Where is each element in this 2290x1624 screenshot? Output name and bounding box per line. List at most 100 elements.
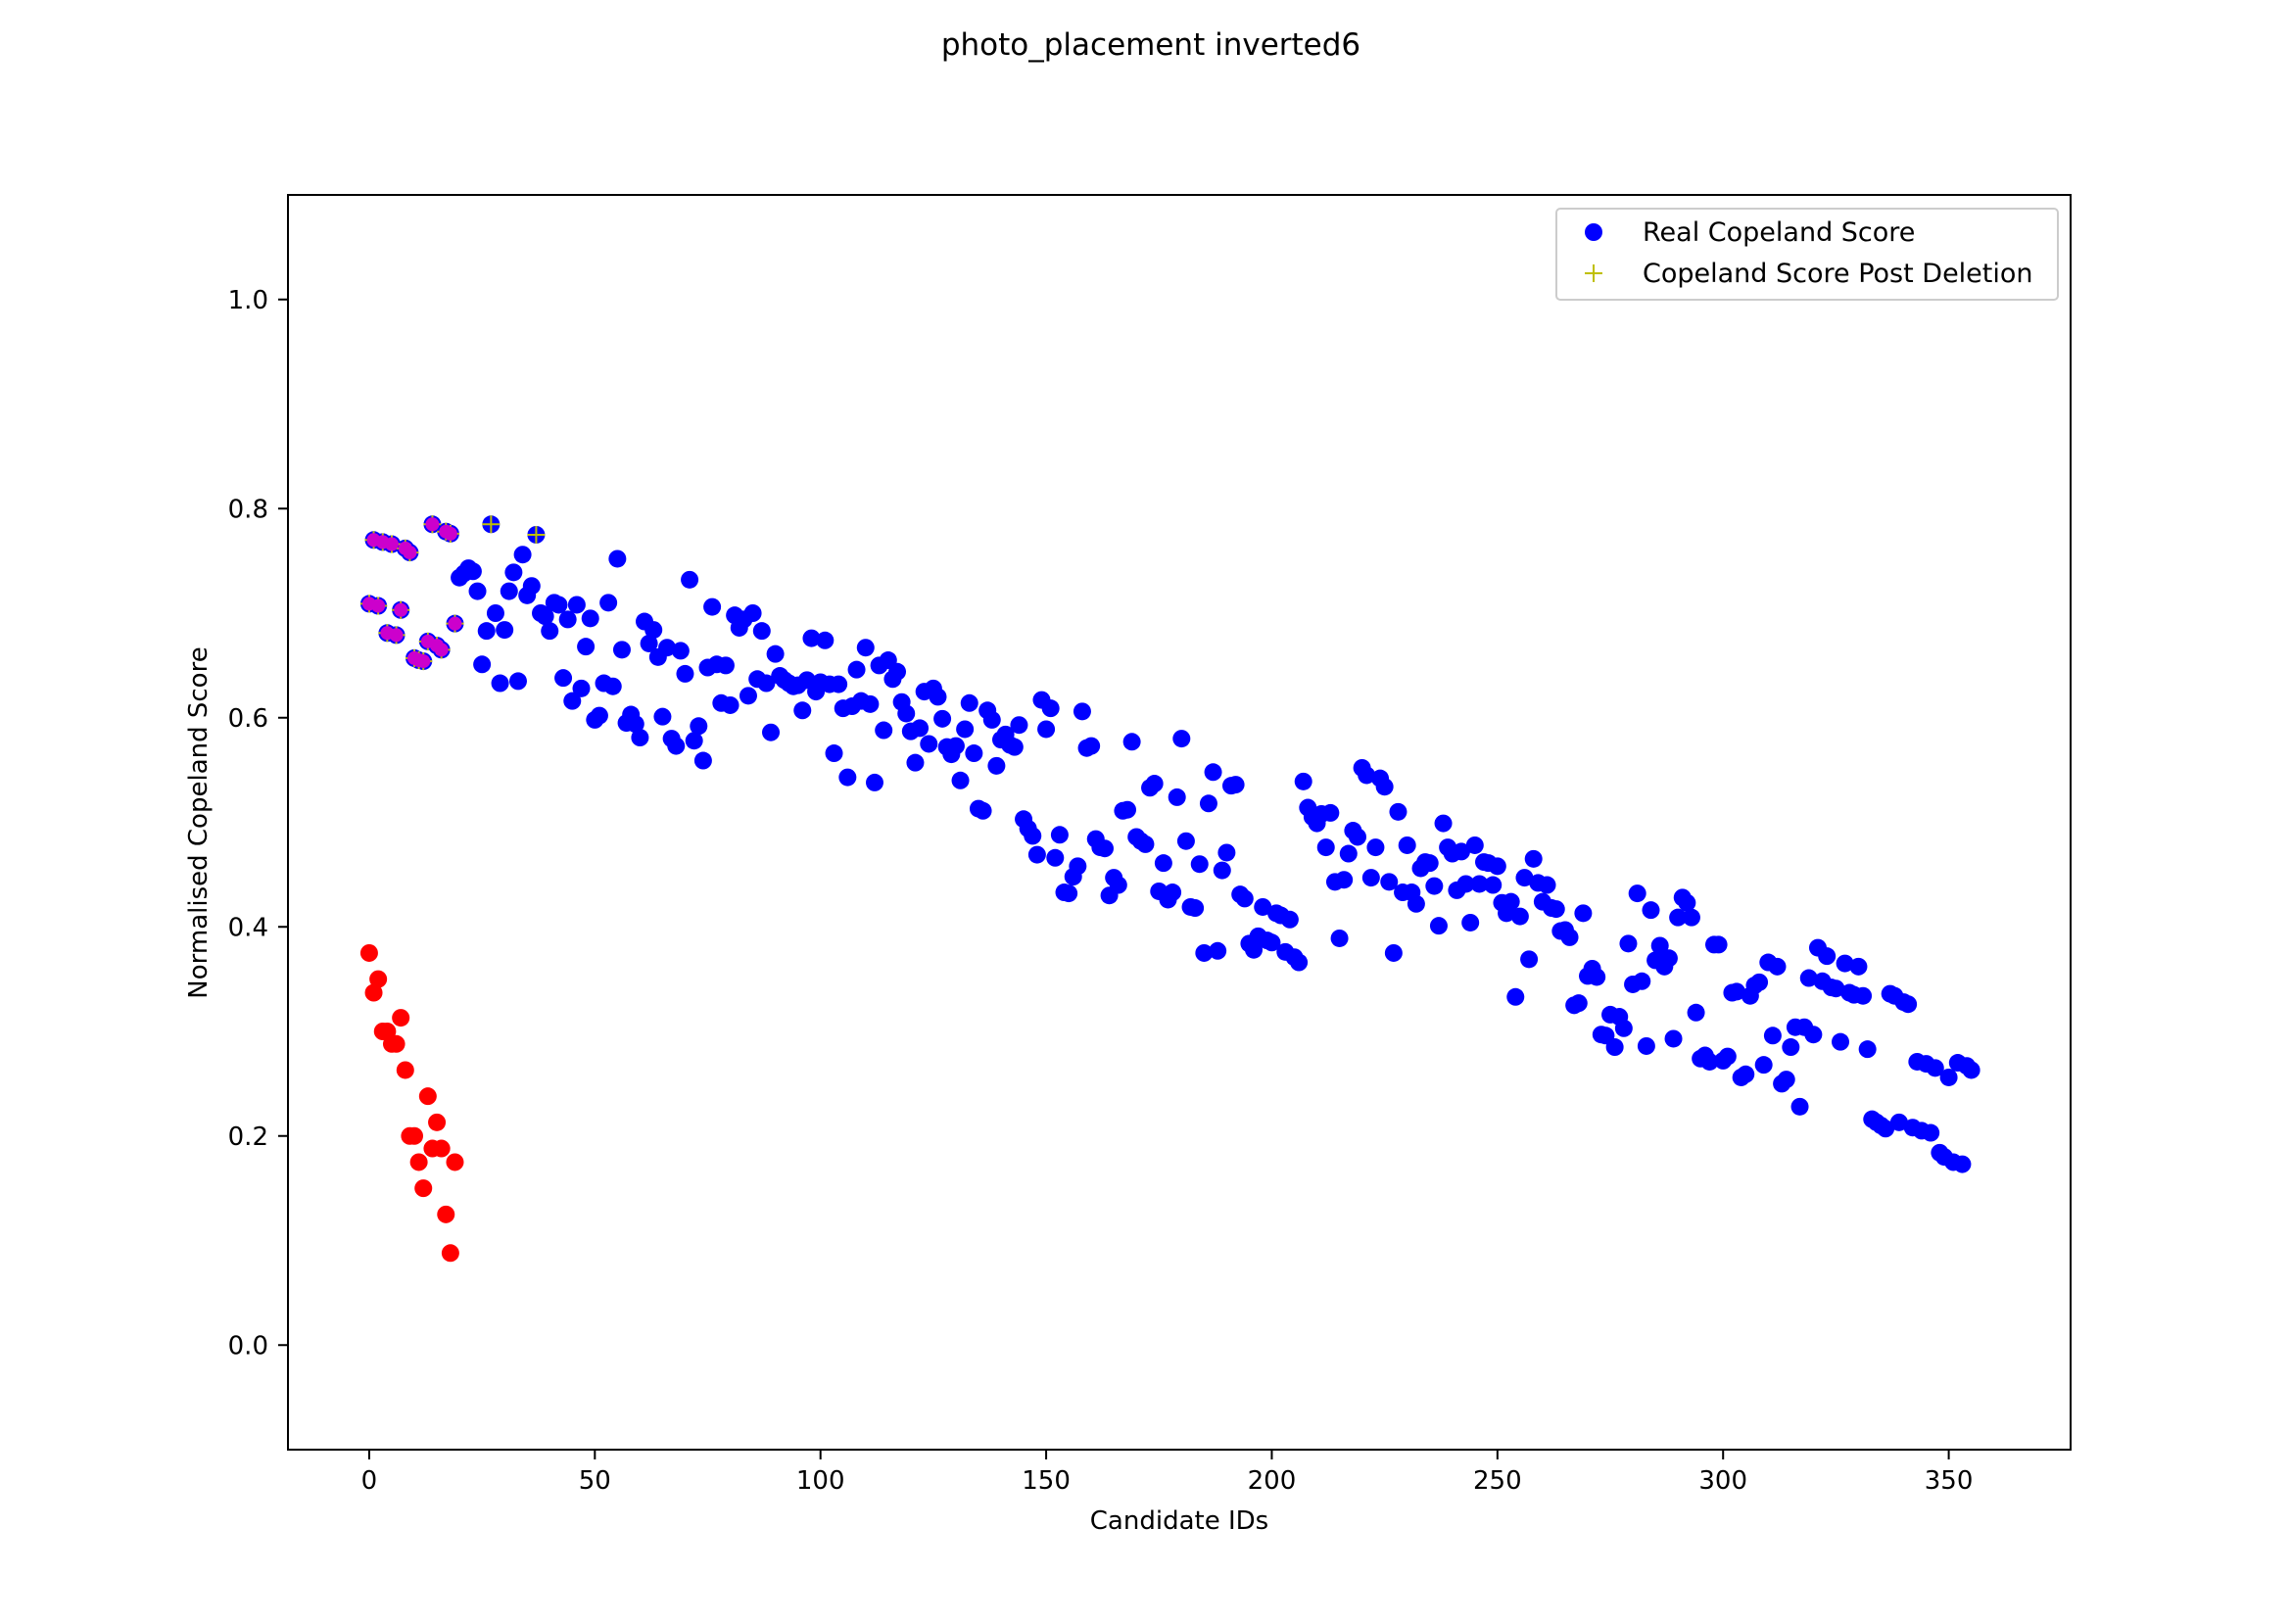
legend: Real Copeland Score Copeland Score Post … bbox=[1555, 208, 2059, 301]
y-tick-label: 1.0 bbox=[228, 286, 268, 315]
data-point bbox=[1827, 979, 1845, 998]
data-point bbox=[409, 1153, 428, 1171]
y-tick-label: 0.6 bbox=[228, 704, 268, 734]
x-tick-label: 300 bbox=[1698, 1466, 1747, 1496]
data-point bbox=[1384, 943, 1403, 962]
y-axis-label: Normalised Copeland Score bbox=[184, 646, 214, 998]
data-point bbox=[1041, 699, 1060, 718]
data-point bbox=[1506, 987, 1525, 1006]
data-point bbox=[888, 662, 907, 681]
data-point bbox=[1633, 972, 1651, 990]
data-point bbox=[739, 687, 757, 705]
data-point bbox=[956, 720, 975, 739]
data-point bbox=[1380, 873, 1399, 891]
data-point bbox=[1050, 826, 1069, 844]
y-tick-label: 0.0 bbox=[228, 1331, 268, 1361]
data-point bbox=[392, 1009, 410, 1027]
x-axis-label: Candidate IDs bbox=[1090, 1506, 1268, 1536]
data-point bbox=[676, 664, 694, 683]
data-point bbox=[1836, 954, 1854, 973]
x-tick-label: 200 bbox=[1248, 1466, 1297, 1496]
data-point bbox=[522, 577, 541, 596]
data-point bbox=[504, 563, 523, 582]
data-point bbox=[1294, 772, 1312, 790]
data-point bbox=[667, 737, 686, 755]
x-axis-ticks: 0 50 100 150 200 250 300 350 bbox=[361, 1450, 1974, 1496]
data-point bbox=[838, 768, 857, 787]
data-point bbox=[491, 674, 509, 693]
y-tick-label: 0.8 bbox=[228, 495, 268, 524]
data-point bbox=[1737, 1065, 1755, 1083]
data-point bbox=[743, 604, 762, 622]
data-point bbox=[1330, 929, 1349, 947]
data-point bbox=[1209, 941, 1227, 960]
data-point bbox=[1195, 943, 1214, 962]
data-point bbox=[1168, 788, 1186, 806]
data-point bbox=[1659, 949, 1678, 968]
data-point bbox=[1069, 857, 1087, 876]
data-point-plus bbox=[482, 515, 501, 534]
data-point bbox=[1939, 1068, 1958, 1086]
data-point bbox=[1119, 800, 1137, 819]
data-point bbox=[1425, 877, 1444, 895]
data-point bbox=[463, 562, 482, 581]
data-point bbox=[549, 596, 568, 614]
data-point bbox=[1650, 936, 1669, 955]
x-tick-label: 350 bbox=[1925, 1466, 1974, 1496]
data-point bbox=[1358, 766, 1376, 785]
data-point bbox=[1290, 953, 1309, 972]
series-1 bbox=[359, 943, 464, 1263]
data-point bbox=[1682, 908, 1700, 927]
data-point bbox=[414, 1179, 433, 1198]
data-point bbox=[1145, 775, 1164, 793]
data-point bbox=[359, 943, 378, 962]
data-point bbox=[933, 709, 952, 728]
data-point bbox=[572, 679, 591, 697]
data-point bbox=[1832, 1032, 1850, 1051]
x-tick-label: 250 bbox=[1473, 1466, 1522, 1496]
data-point bbox=[486, 604, 504, 622]
data-point bbox=[974, 801, 992, 820]
data-point bbox=[1849, 957, 1868, 976]
data-point bbox=[1777, 1071, 1795, 1089]
data-point bbox=[513, 546, 532, 564]
data-point bbox=[1010, 716, 1028, 735]
data-point bbox=[541, 622, 559, 641]
data-point bbox=[1082, 737, 1101, 755]
data-point bbox=[1452, 842, 1470, 861]
data-point bbox=[1204, 763, 1222, 782]
data-point bbox=[1263, 933, 1281, 952]
data-point bbox=[1854, 986, 1873, 1005]
data-point bbox=[1398, 836, 1416, 854]
data-point bbox=[581, 609, 599, 628]
data-point bbox=[1768, 957, 1787, 976]
data-point bbox=[1637, 1036, 1655, 1055]
data-point bbox=[793, 701, 812, 720]
data-point bbox=[558, 610, 577, 629]
data-point bbox=[1235, 889, 1254, 908]
data-point bbox=[1316, 838, 1335, 857]
data-point bbox=[1456, 875, 1475, 893]
data-point bbox=[1687, 1003, 1705, 1022]
data-point bbox=[825, 744, 843, 763]
data-point bbox=[567, 596, 586, 614]
data-point bbox=[1502, 892, 1520, 911]
data-point bbox=[1588, 968, 1606, 986]
data-point bbox=[1254, 897, 1272, 916]
data-point bbox=[1375, 778, 1394, 796]
data-point bbox=[1470, 875, 1489, 893]
data-point bbox=[577, 638, 596, 656]
data-point bbox=[473, 655, 492, 674]
data-point bbox=[1700, 1052, 1719, 1071]
data-point bbox=[757, 674, 776, 693]
data-point bbox=[1226, 776, 1245, 794]
data-point bbox=[1547, 900, 1565, 919]
data-point bbox=[437, 1205, 455, 1223]
data-point bbox=[721, 695, 739, 714]
data-point bbox=[626, 715, 644, 734]
data-point bbox=[1461, 913, 1480, 931]
data-point bbox=[1953, 1155, 1972, 1173]
data-point bbox=[416, 654, 431, 669]
data-point bbox=[1858, 1040, 1877, 1059]
data-point bbox=[1186, 899, 1205, 918]
